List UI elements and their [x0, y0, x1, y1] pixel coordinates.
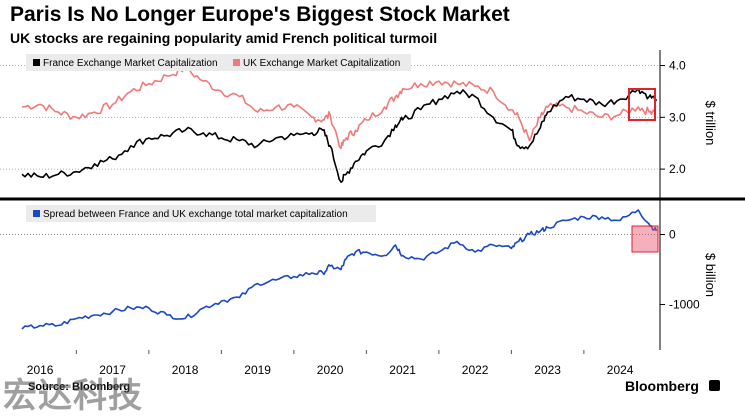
bottom-y-axis-label: $ billion [703, 253, 718, 297]
x-axis-label-2019: 2019 [244, 363, 271, 377]
brand-icon [709, 380, 720, 391]
uk-capitalization-line [21, 66, 657, 150]
top-ytick-label-2: 4.0 [669, 59, 686, 73]
top-panel-bg [0, 50, 660, 197]
x-axis-label-2018: 2018 [172, 363, 199, 377]
x-axis-label-2022: 2022 [462, 363, 489, 377]
spread-line [21, 209, 658, 330]
bottom-legend-box [26, 205, 376, 222]
bottom-ytick-label-0: 0 [669, 228, 676, 242]
chart-title: Paris Is No Longer Europe's Biggest Stoc… [10, 3, 510, 26]
brand-logo: Bloomberg [625, 378, 699, 394]
x-axis-label-2017: 2017 [99, 363, 126, 377]
source-note: Source: Bloomberg [28, 381, 131, 393]
x-axis-label-2021: 2021 [389, 363, 416, 377]
legend-label-uk: UK Exchange Market Capitalization [243, 58, 400, 69]
top-y-axis-label: $ trillion [703, 101, 718, 146]
france-capitalization-line [21, 88, 658, 183]
x-axis-label-2020: 2020 [317, 363, 344, 377]
watermark: 宏达科技 [3, 376, 143, 416]
bottom-panel-bg [0, 200, 660, 350]
legend-swatch-spread [33, 210, 40, 217]
top-ytick-label-0: 2.0 [669, 162, 686, 176]
legend-swatch-france [33, 59, 40, 66]
highlight-box-top [628, 88, 656, 121]
x-axis-label-2016: 2016 [27, 363, 54, 377]
legend-swatch-uk [233, 59, 240, 66]
x-axis-label-2023: 2023 [534, 363, 561, 377]
top-legend-box [26, 54, 411, 71]
legend-label-france: France Exchange Market Capitalization [43, 58, 218, 69]
chart-canvas: 2.0 3.0 4.0 0 -1000 $ trillion $ billion France… [0, 50, 745, 377]
top-ytick-label-1: 3.0 [669, 110, 686, 124]
bottom-ytick-label-1: -1000 [669, 298, 700, 312]
chart-subtitle: UK stocks are regaining popularity amid … [10, 30, 438, 46]
highlight-box-bottom [631, 225, 659, 253]
legend-label-spread: Spread between France and UK exchange to… [43, 209, 348, 220]
x-axis-label-2024: 2024 [607, 363, 634, 377]
